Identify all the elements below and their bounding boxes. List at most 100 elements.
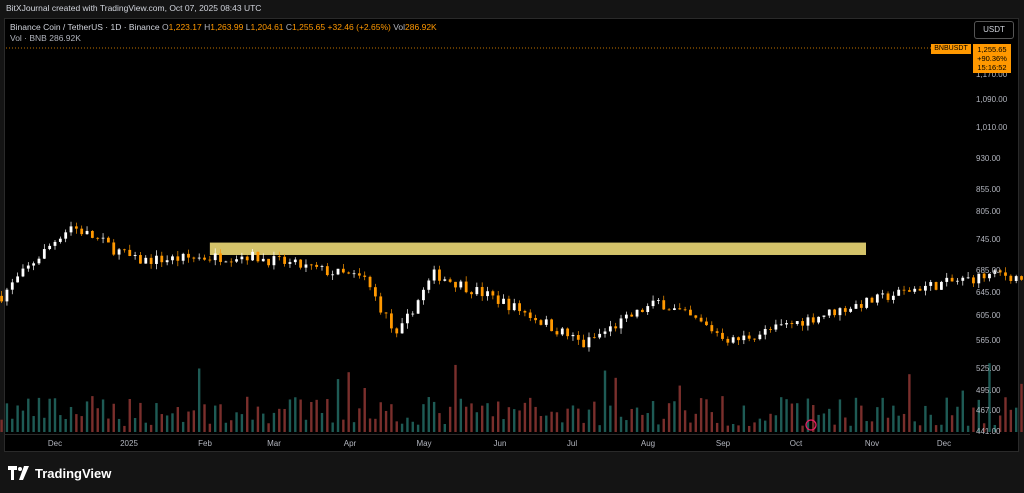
candle-body xyxy=(480,287,484,297)
volume-bar xyxy=(534,406,537,432)
price-tick: 467.00 xyxy=(976,406,1001,415)
volume-bar xyxy=(310,401,313,432)
volume-bar xyxy=(358,408,361,432)
volume-bar xyxy=(742,405,746,432)
candle-body xyxy=(416,300,420,314)
volume-bar xyxy=(529,397,532,432)
candle-body xyxy=(576,334,580,340)
candle-body xyxy=(133,255,137,257)
volume-bar xyxy=(641,414,644,432)
volume-bar xyxy=(683,410,687,432)
volume-bar xyxy=(230,420,233,432)
price-tick: 930.00 xyxy=(976,154,1001,163)
candle-body xyxy=(341,268,345,273)
candle-body xyxy=(363,275,367,277)
volume-bar xyxy=(860,405,863,432)
tradingview-logo[interactable]: TradingView xyxy=(8,464,111,482)
time-tick: Jun xyxy=(493,439,507,448)
candle-body xyxy=(357,273,361,276)
candle-body xyxy=(630,314,634,317)
price-tick: 495.00 xyxy=(976,386,1001,395)
volume-bar xyxy=(304,419,308,432)
volume-bar xyxy=(785,399,788,432)
candle-body xyxy=(534,317,537,321)
volume-bar xyxy=(854,397,858,432)
volume-bar xyxy=(432,401,436,432)
price-axis[interactable]: 1,170.00 1,090.00 1,010.00 930.00 855.00 805.… xyxy=(970,40,1018,436)
candle-body xyxy=(550,319,554,332)
change-value: +32.46 (+2.65%) xyxy=(327,22,391,32)
candle-body xyxy=(683,309,687,311)
candle-body xyxy=(272,256,276,266)
created-text: BitXJournal created with TradingView.com… xyxy=(6,3,262,13)
volume-bar xyxy=(1020,383,1023,432)
volume-bar xyxy=(315,399,318,432)
candle-body xyxy=(822,315,826,317)
candle-body xyxy=(112,242,116,255)
candle-body xyxy=(966,277,970,279)
volume-bar xyxy=(219,404,222,432)
volume-bar xyxy=(705,399,708,432)
volume-bar xyxy=(998,415,1002,432)
time-axis[interactable]: Dec 2025 Feb Mar Apr May Jun Jul Aug Sep Oct Nov Dec xyxy=(4,434,970,451)
volume-bar xyxy=(817,414,820,432)
candle-body xyxy=(705,321,708,326)
volume-bar xyxy=(982,423,986,432)
candle-body xyxy=(368,276,372,288)
volume-bar xyxy=(934,425,938,432)
candle-body xyxy=(69,226,73,233)
volume-bar xyxy=(790,403,794,432)
candle-body xyxy=(438,269,441,281)
candle-body xyxy=(411,313,415,315)
volume-bar xyxy=(171,413,174,432)
candle-body xyxy=(710,325,714,332)
time-tick: Oct xyxy=(789,439,803,448)
volume-bar xyxy=(427,397,430,432)
volume-bar xyxy=(272,412,276,432)
candle-body xyxy=(283,256,287,264)
volume-bar xyxy=(1004,397,1007,432)
volume-bar xyxy=(470,403,473,432)
volume-bar xyxy=(876,407,879,432)
volume-bar xyxy=(945,397,948,432)
currency-button[interactable]: USDT xyxy=(974,21,1014,39)
candle-body xyxy=(646,306,650,313)
top-bar: BitXJournal created with TradingView.com… xyxy=(0,0,1024,18)
candle-body xyxy=(774,324,778,330)
volume-bar xyxy=(838,399,842,432)
candle-body xyxy=(144,257,148,264)
candle-body xyxy=(171,256,174,261)
volume-bar xyxy=(523,402,527,432)
volume-bar xyxy=(454,364,457,432)
volume-bar xyxy=(246,396,249,432)
volume-bar xyxy=(662,418,665,432)
volume-bar xyxy=(363,387,366,432)
volume-bar xyxy=(406,417,409,432)
candle-body xyxy=(373,287,377,297)
support-zone[interactable] xyxy=(209,242,867,255)
candle-body xyxy=(379,296,383,313)
volume-bar xyxy=(21,410,25,432)
volume-bar xyxy=(753,422,756,432)
volume-bar xyxy=(203,404,206,432)
volume-bar xyxy=(11,418,14,432)
volume-bar xyxy=(502,419,505,432)
price-tick: 855.00 xyxy=(976,185,1001,194)
chart-frame[interactable] xyxy=(4,18,1019,452)
candle-body xyxy=(913,288,917,292)
candle-body xyxy=(838,308,842,316)
candle-body xyxy=(448,279,452,282)
volume-bar xyxy=(144,422,147,432)
volume-bar xyxy=(657,424,660,432)
volume-bar xyxy=(764,420,767,432)
event-icon[interactable] xyxy=(805,419,817,431)
time-tick: Aug xyxy=(640,439,656,448)
volume-bar xyxy=(37,397,41,432)
candle-body xyxy=(0,295,4,302)
volume-bar xyxy=(571,405,575,432)
candle-body xyxy=(566,328,570,337)
volume-bar xyxy=(977,399,980,432)
volume-bar xyxy=(545,415,548,432)
candle-body xyxy=(331,274,335,276)
